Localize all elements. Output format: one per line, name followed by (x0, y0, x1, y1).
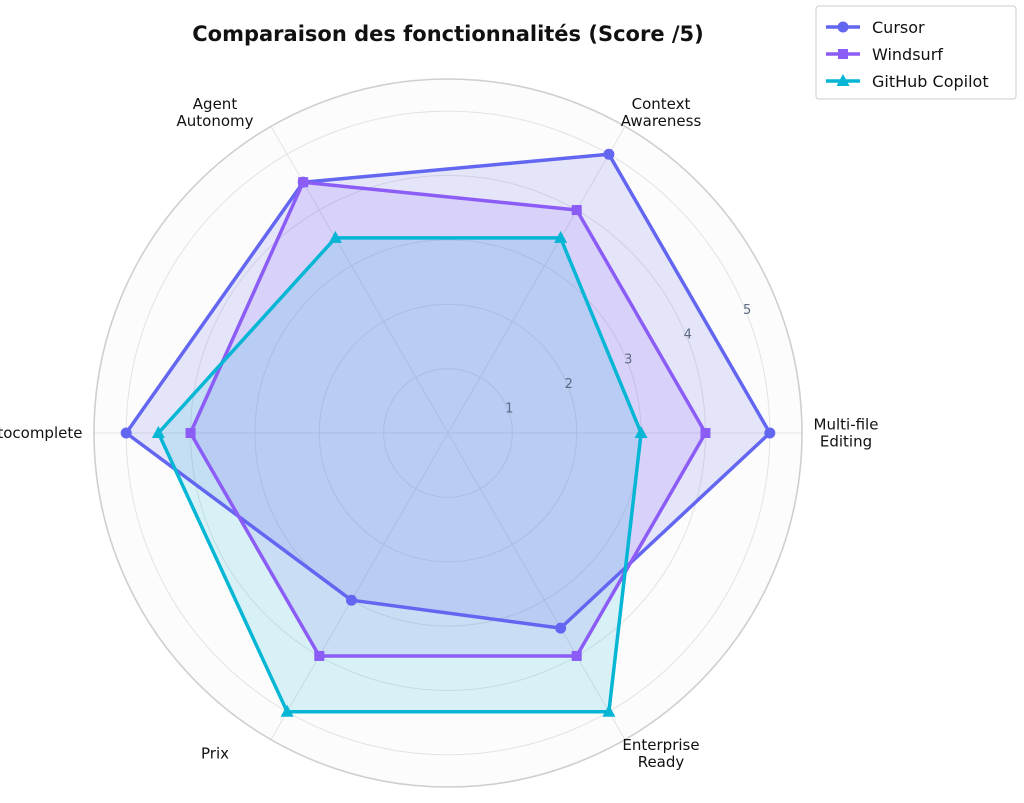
series-markers (120, 148, 776, 717)
axis-label: Multi-file Editing (814, 416, 879, 451)
tick-label: 3 (624, 352, 632, 367)
axis-label-line: Autonomy (177, 112, 254, 130)
grid-spoke (447, 432, 626, 740)
point-github-copilot (602, 704, 616, 717)
point-cursor (120, 427, 132, 439)
axis-label: Prix (201, 744, 229, 762)
point-github-copilot (634, 426, 648, 438)
point-windsurf (185, 428, 196, 438)
legend-marker-windsurf (838, 49, 848, 59)
axis-label: Context Awareness (621, 95, 702, 130)
point-cursor (603, 148, 615, 160)
point-cursor (555, 622, 567, 634)
outer-frame (93, 78, 803, 788)
point-windsurf (314, 650, 325, 661)
axis-label-line: Autocomplete (0, 424, 82, 442)
legend: Cursor Windsurf GitHub Copilot (815, 5, 1017, 100)
legend-label-windsurf: Windsurf (872, 45, 943, 64)
point-windsurf (571, 650, 582, 661)
series-fills (126, 154, 770, 712)
series-fill-windsurf (190, 182, 706, 656)
series-fill-cursor (126, 154, 770, 629)
series-fill-github-copilot (158, 237, 642, 712)
tick-label: 5 (743, 303, 751, 318)
axis-label: Enterprise Ready (622, 736, 699, 771)
legend-marker-cursor (837, 21, 849, 33)
axis-label-line: Ready (638, 753, 685, 771)
axis-label-line: Enterprise (622, 736, 699, 754)
point-cursor (345, 594, 357, 606)
tick-label: 4 (684, 328, 692, 343)
chart-title: Comparaison des fonctionnalités (Score /… (192, 22, 704, 46)
grid-spoke (270, 432, 449, 740)
legend-marker-github-copilot (836, 74, 850, 86)
legend-frame (815, 5, 1017, 100)
axis-label-line: Agent (193, 95, 238, 113)
axis-label: Agent Autonomy (177, 95, 254, 130)
point-github-copilot (151, 426, 165, 438)
point-github-copilot (328, 230, 342, 243)
point-windsurf (571, 205, 582, 216)
axis-label-line: Multi-file (814, 416, 879, 434)
tick-label: 2 (565, 377, 573, 392)
legend-label-github-copilot: GitHub Copilot (872, 72, 989, 91)
point-github-copilot (554, 230, 568, 243)
axis-label-line: Editing (820, 433, 872, 451)
point-github-copilot (280, 704, 294, 717)
point-windsurf (700, 428, 711, 438)
axis-label-line: Prix (201, 744, 229, 762)
axis-label-line: Awareness (621, 112, 702, 130)
legend-label-cursor: Cursor (872, 18, 925, 37)
point-windsurf (298, 177, 309, 188)
tick-label: 1 (505, 402, 513, 417)
axis-label-line: Context (632, 95, 691, 113)
point-cursor (764, 427, 776, 439)
radial-tick-labels: 1 2 3 4 5 (505, 303, 751, 417)
grid-spoke (447, 126, 626, 434)
axis-label: Autocomplete (0, 424, 82, 442)
